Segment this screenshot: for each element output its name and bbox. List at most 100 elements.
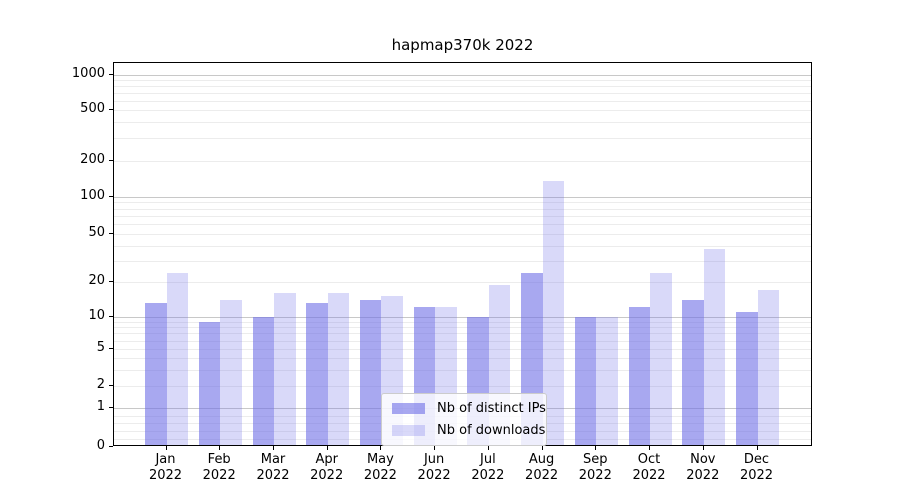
x-tick-mark <box>702 446 704 450</box>
y-tick-label: 50 <box>88 225 105 241</box>
gridline <box>114 110 811 111</box>
bar-distinct-ips-may <box>359 299 382 445</box>
x-tick-month: Feb <box>207 452 231 467</box>
gridline <box>114 161 811 162</box>
x-tick-month: Jun <box>423 452 445 467</box>
x-tick-label: Feb 2022 <box>187 452 251 484</box>
x-tick-label: Sep 2022 <box>563 452 627 484</box>
gridline <box>114 224 811 226</box>
x-tick-mark <box>756 446 758 450</box>
legend: Nb of distinct IPs Nb of downloads <box>381 393 547 446</box>
bar-distinct-ips-sep <box>574 316 597 445</box>
x-tick-label: Jun 2022 <box>402 452 466 484</box>
x-tick-label: Apr 2022 <box>295 452 359 484</box>
y-tick-label: 2 <box>96 377 105 393</box>
x-tick-year: 2022 <box>525 468 559 483</box>
gridline <box>114 196 811 198</box>
x-tick-label: Mar 2022 <box>241 452 305 484</box>
y-tick-mark <box>109 109 113 110</box>
x-tick-year: 2022 <box>148 468 183 483</box>
x-tick-year: 2022 <box>578 468 612 483</box>
gridline <box>114 138 811 140</box>
bar-downloads-oct <box>650 272 672 445</box>
bar-downloads-aug <box>542 180 565 445</box>
x-tick-mark <box>326 446 328 450</box>
bar-distinct-ips-mar <box>252 316 274 445</box>
y-tick-label: 0 <box>96 437 105 453</box>
bar-downloads-jan <box>166 272 188 445</box>
bar-downloads-dec <box>757 290 779 445</box>
bar-distinct-ips-dec <box>736 311 758 445</box>
gridline <box>114 358 811 360</box>
y-tick-label: 1 <box>96 398 105 414</box>
gridline <box>114 316 811 318</box>
gridline <box>114 369 811 371</box>
bar-downloads-sep <box>596 316 618 445</box>
bar-downloads-apr <box>327 293 350 445</box>
gridline <box>114 340 811 342</box>
x-tick-year: 2022 <box>363 468 397 483</box>
x-tick-month: Aug <box>528 452 555 467</box>
x-tick-month: May <box>366 452 394 467</box>
gridline <box>114 202 811 204</box>
x-tick-mark <box>219 446 221 450</box>
bar-distinct-ips-feb <box>198 321 221 445</box>
x-tick-mark <box>273 446 274 450</box>
gridline <box>114 349 811 351</box>
x-tick-mark <box>487 446 489 450</box>
x-tick-year: 2022 <box>739 468 774 483</box>
x-tick-label: Oct 2022 <box>617 452 681 484</box>
x-tick-month: Mar <box>260 452 286 467</box>
chart-title: hapmap370k 2022 <box>391 36 534 54</box>
gridline <box>114 208 811 210</box>
gridline <box>114 100 811 102</box>
bar-downloads-feb <box>220 299 242 445</box>
gridline <box>114 386 811 388</box>
x-tick-month: Oct <box>637 452 661 467</box>
gridline <box>114 86 811 88</box>
x-tick-year: 2022 <box>632 468 666 483</box>
x-tick-month: Jan <box>155 452 176 467</box>
gridline <box>114 282 811 283</box>
y-tick-mark <box>109 406 113 408</box>
x-tick-year: 2022 <box>417 468 451 483</box>
x-tick-year: 2022 <box>686 468 720 483</box>
y-tick-label: 1000 <box>71 65 105 81</box>
legend-label: Nb of distinct IPs <box>437 401 546 416</box>
y-tick-mark <box>109 73 113 75</box>
x-tick-mark <box>649 446 650 450</box>
x-tick-mark <box>595 446 597 450</box>
gridline <box>114 260 811 262</box>
plot-area: Nb of distinct IPs Nb of downloads <box>113 62 812 446</box>
x-tick-label: May 2022 <box>348 452 412 484</box>
gridline <box>114 122 811 124</box>
bar-distinct-ips-jan <box>145 303 167 445</box>
legend-swatch-downloads <box>392 425 425 436</box>
x-tick-year: 2022 <box>202 468 236 483</box>
x-tick-mark <box>541 446 543 450</box>
gridline <box>114 216 811 217</box>
y-tick-mark <box>109 348 113 350</box>
x-tick-label: Jul 2022 <box>456 452 520 484</box>
legend-swatch-distinct-ips <box>392 403 425 414</box>
y-tick-mark <box>109 195 113 197</box>
gridline <box>114 327 811 329</box>
gridline <box>114 80 811 82</box>
y-tick-mark <box>109 160 113 161</box>
bar-distinct-ips-nov <box>682 299 704 445</box>
x-tick-label: Nov 2022 <box>671 452 735 484</box>
legend-item: Nb of downloads <box>392 423 545 438</box>
x-tick-year: 2022 <box>256 468 290 483</box>
legend-item: Nb of distinct IPs <box>392 401 546 416</box>
bar-downloads-nov <box>703 248 726 445</box>
x-tick-mark <box>434 446 436 450</box>
y-tick-mark <box>109 233 113 235</box>
y-tick-mark <box>109 281 113 282</box>
bar-distinct-ips-apr <box>306 303 328 445</box>
x-tick-month: Apr <box>315 452 338 467</box>
legend-label: Nb of downloads <box>437 423 546 438</box>
x-tick-month: Sep <box>583 452 608 467</box>
y-tick-label: 200 <box>80 152 105 167</box>
gridline <box>114 234 811 236</box>
